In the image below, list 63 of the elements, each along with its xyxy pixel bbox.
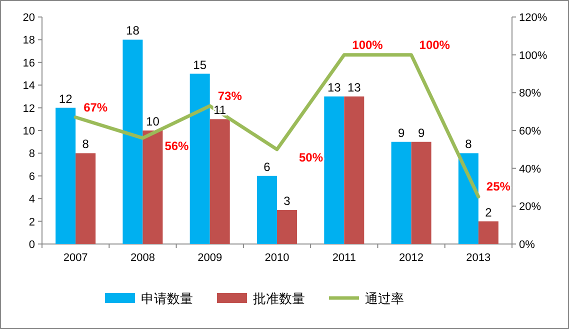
data-label: 8	[465, 137, 472, 152]
y-tick-label: 18	[22, 34, 35, 47]
bar	[478, 221, 498, 244]
data-label: 2	[485, 205, 492, 220]
y2-tick-label: 0%	[519, 239, 536, 251]
bar	[142, 130, 163, 244]
y-tick-label: 0	[28, 239, 35, 251]
bar	[122, 40, 143, 244]
data-label: 56%	[164, 139, 190, 154]
y-tick-label: 12	[22, 102, 35, 115]
bar	[56, 108, 76, 244]
bar	[324, 96, 344, 244]
x-tick-label: 2008	[130, 252, 155, 264]
data-label: 100%	[419, 38, 450, 52]
bar	[411, 142, 432, 244]
data-label: 25%	[486, 180, 511, 194]
y-tick-label: 14	[22, 80, 35, 92]
data-label: 13	[347, 80, 362, 94]
y-tick-label: 4	[28, 194, 35, 206]
data-label: 9	[418, 126, 425, 140]
y2-tick-label: 60%	[519, 126, 542, 138]
y-tick-label: 16	[22, 57, 35, 70]
bar	[458, 153, 478, 244]
x-tick-label: 2010	[264, 252, 290, 264]
data-label: 15	[193, 58, 207, 72]
bar	[257, 176, 277, 244]
y2-tick-label: 40%	[519, 163, 542, 176]
data-label: 100%	[352, 38, 384, 52]
bar	[210, 119, 230, 244]
bar	[190, 74, 210, 244]
y-tick-label: 8	[28, 148, 35, 160]
data-label: 73%	[218, 88, 242, 103]
bar	[344, 96, 364, 244]
y-tick-label: 10	[22, 126, 35, 138]
data-label: 8	[82, 137, 90, 152]
bar	[76, 153, 96, 244]
legend-label: 申请数量	[141, 291, 193, 306]
x-tick-label: 2013	[466, 252, 491, 264]
data-label: 9	[398, 126, 405, 140]
data-label: 50%	[299, 150, 324, 164]
x-tick-label: 2011	[332, 252, 356, 264]
data-label: 10	[146, 114, 160, 128]
data-label: 3	[284, 194, 291, 208]
data-label: 6	[264, 160, 271, 174]
bar	[391, 142, 412, 244]
y2-tick-label: 120%	[519, 12, 548, 24]
y-tick-label: 2	[28, 216, 35, 228]
y2-tick-label: 20%	[519, 201, 542, 214]
y2-tick-label: 80%	[519, 88, 542, 100]
legend-label: 通过率	[365, 291, 404, 306]
y-tick-label: 6	[28, 170, 35, 183]
x-tick-label: 2009	[198, 252, 222, 264]
x-tick-label: 2007	[63, 252, 88, 264]
line-series	[74, 53, 480, 198]
data-label: 18	[126, 24, 140, 38]
y2-tick-label: 100%	[519, 50, 548, 62]
data-label: 12	[58, 92, 73, 106]
y-tick-label: 20	[22, 12, 35, 24]
legend-label: 批准数量	[253, 291, 305, 306]
data-label: 13	[327, 80, 342, 94]
data-label: 67%	[84, 100, 108, 114]
x-tick-label: 2012	[399, 252, 424, 264]
bar	[277, 210, 297, 244]
